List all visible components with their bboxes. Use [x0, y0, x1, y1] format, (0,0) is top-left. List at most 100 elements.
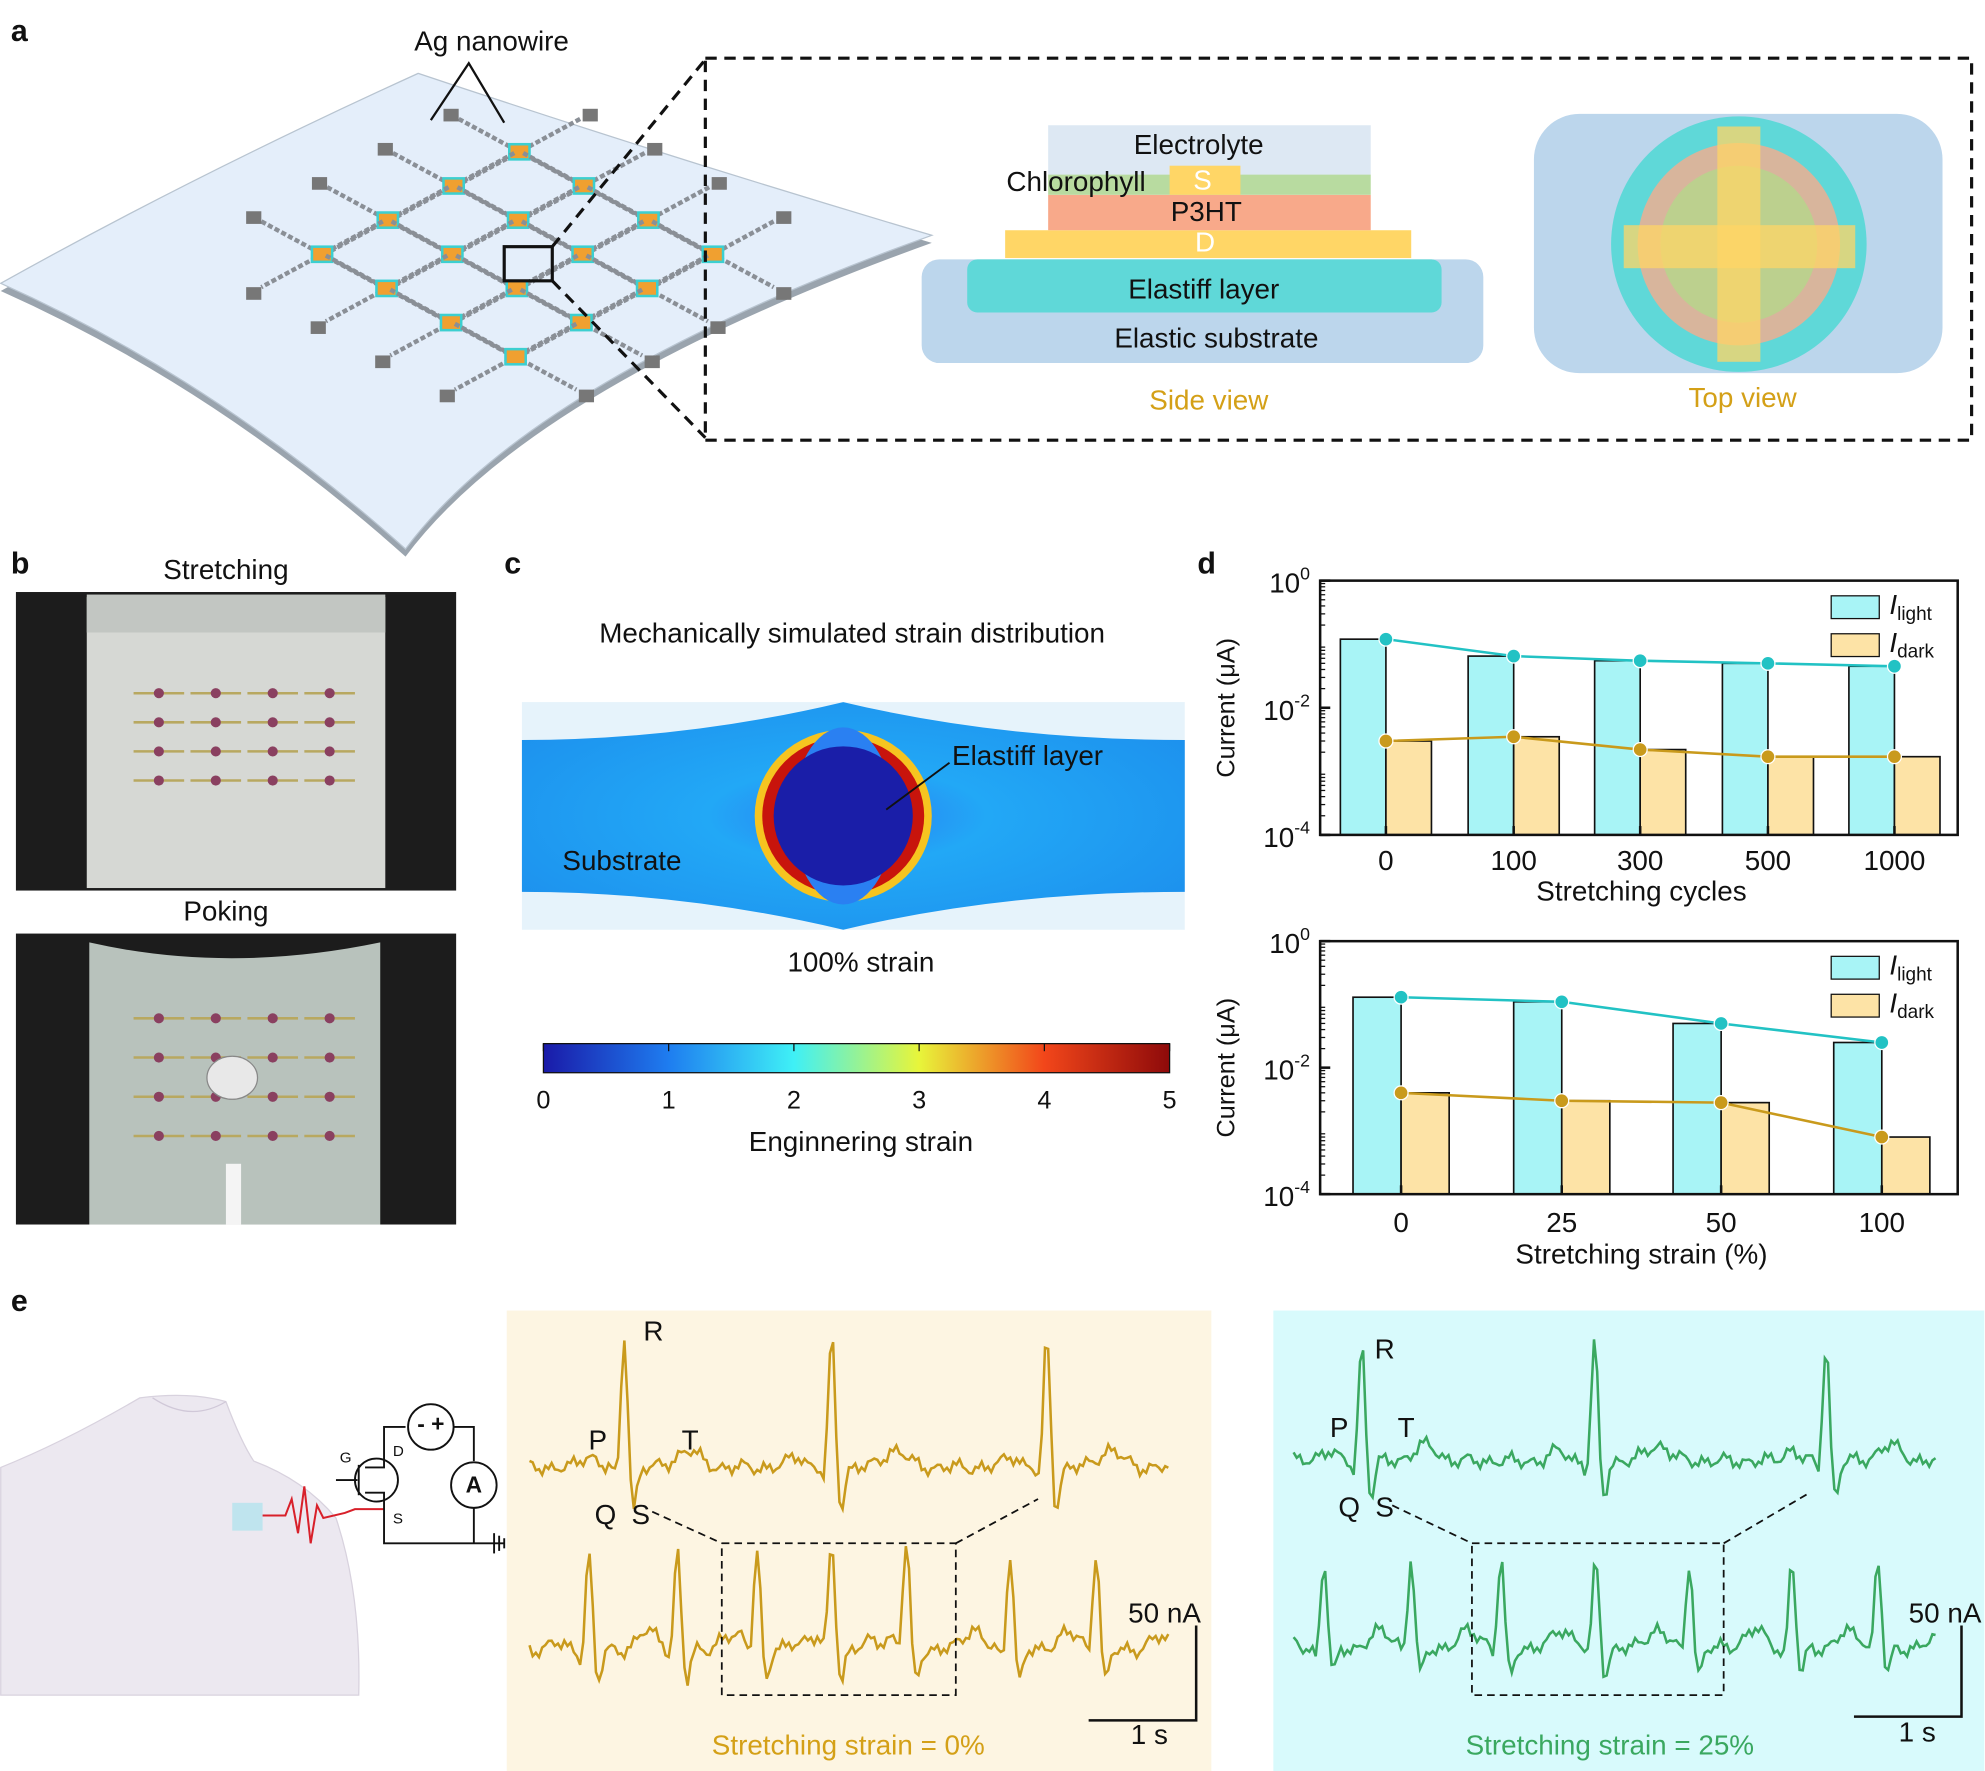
photo-device: [153, 1091, 164, 1102]
sim-strain: 100% strain: [787, 946, 934, 977]
top-view-part: [1623, 225, 1856, 269]
layer-label: D: [1195, 227, 1215, 258]
bar: [1352, 996, 1402, 1195]
photo-device: [324, 1052, 335, 1063]
bar: [1400, 1092, 1450, 1195]
point: [1506, 648, 1522, 664]
zoom-box: [502, 245, 554, 283]
photo-device: [267, 775, 278, 786]
pad: [375, 355, 391, 369]
point: [1378, 631, 1394, 647]
legend-swatch: [1830, 633, 1880, 658]
photo-devices: [133, 688, 355, 786]
photo-device: [210, 1130, 221, 1142]
wave-label: T: [1398, 1412, 1415, 1443]
bar: [1639, 748, 1687, 836]
x-axis-label: Stretching strain (%): [1515, 1239, 1767, 1270]
zoom-line: [955, 1498, 1039, 1545]
x-tick-label: 25: [1546, 1207, 1577, 1238]
zoom-box: [720, 1542, 957, 1696]
x-tick-label: 100: [1859, 1207, 1905, 1238]
view-label: Top view: [1689, 382, 1798, 413]
device: [635, 279, 659, 298]
point: [1554, 1093, 1570, 1109]
colorbar-tick-label: 3: [912, 1087, 926, 1115]
photo-device: [267, 1130, 278, 1142]
device: [701, 245, 725, 264]
photo-device: [267, 1091, 278, 1102]
sim-label: Elastiff layer: [952, 740, 1103, 771]
x-axis-label: Stretching cycles: [1536, 875, 1746, 906]
bar: [1720, 1101, 1771, 1195]
photo-device: [210, 746, 221, 757]
zoom-line: [551, 58, 707, 248]
x-tick-label: 0: [1393, 1207, 1408, 1238]
circuit-part: [365, 1491, 505, 1545]
pad: [710, 321, 726, 334]
pointer: [885, 762, 951, 811]
bar: [1512, 735, 1561, 836]
photo-sample: [86, 597, 386, 889]
photo-label: Poking: [183, 896, 268, 927]
ecg-trace: [529, 1340, 1169, 1514]
layer-label: Elastic substrate: [1114, 323, 1318, 354]
signal-wire: [262, 1486, 385, 1544]
photo-device: [153, 1052, 164, 1063]
sim-inclusion: [773, 746, 913, 886]
pointer: [429, 61, 506, 124]
panel-label: a: [11, 15, 29, 48]
ecg-trace: [528, 1546, 1170, 1686]
ecg-caption: Stretching strain = 25%: [1466, 1729, 1755, 1760]
legend-label: Idark: [1889, 628, 1934, 663]
photo-device: [324, 688, 335, 699]
pad: [377, 142, 393, 156]
pad: [711, 177, 727, 190]
wave-label: Q: [1338, 1492, 1360, 1523]
circuit: [335, 1403, 506, 1554]
poke-tip: [206, 1055, 259, 1100]
legend-swatch: [1830, 595, 1880, 620]
photo-device: [324, 775, 335, 786]
sim-label: Substrate: [562, 845, 681, 876]
legend-label: Idark: [1889, 988, 1934, 1023]
zoom-line: [651, 1510, 723, 1545]
body-neck: [152, 1397, 227, 1413]
colorbar-tick-label: 0: [536, 1087, 550, 1115]
pad: [443, 108, 459, 122]
point: [1393, 1085, 1409, 1101]
point: [1874, 1129, 1890, 1145]
point: [1874, 1034, 1890, 1051]
ecg-trace: [1292, 1561, 1936, 1679]
wave-label: T: [682, 1424, 699, 1455]
y-tick-label: 10-2: [1263, 690, 1310, 726]
wave-label: S: [632, 1499, 651, 1530]
x-tick-label: 1000: [1863, 845, 1925, 876]
ecg-panel: [506, 1310, 1212, 1771]
photo-device: [210, 688, 221, 699]
bar: [1672, 1022, 1722, 1195]
photo-device: [210, 717, 221, 728]
sim-title: Mechanically simulated strain distributi…: [599, 617, 1105, 648]
ecg-trace: [1292, 1339, 1937, 1501]
pad: [776, 287, 792, 300]
trend-line: [1401, 1091, 1883, 1139]
circuit-part: [353, 1457, 399, 1503]
wave-label: R: [643, 1316, 663, 1347]
bar: [1560, 1099, 1611, 1195]
photo-device: [153, 746, 164, 757]
pad: [246, 287, 262, 300]
photo-device: [210, 1013, 221, 1024]
bar: [1848, 665, 1896, 836]
scale-label: 50 nA: [1128, 1598, 1201, 1629]
photo-device: [153, 775, 164, 786]
circuit-label: - +: [417, 1411, 444, 1437]
pad: [439, 389, 455, 403]
zoom-line: [1723, 1491, 1811, 1545]
pad: [644, 355, 660, 369]
pad: [647, 142, 663, 156]
photo-device: [267, 717, 278, 728]
layer-label: S: [1193, 165, 1212, 196]
point: [1713, 1015, 1729, 1032]
colorbar-tick-label: 5: [1163, 1087, 1177, 1115]
